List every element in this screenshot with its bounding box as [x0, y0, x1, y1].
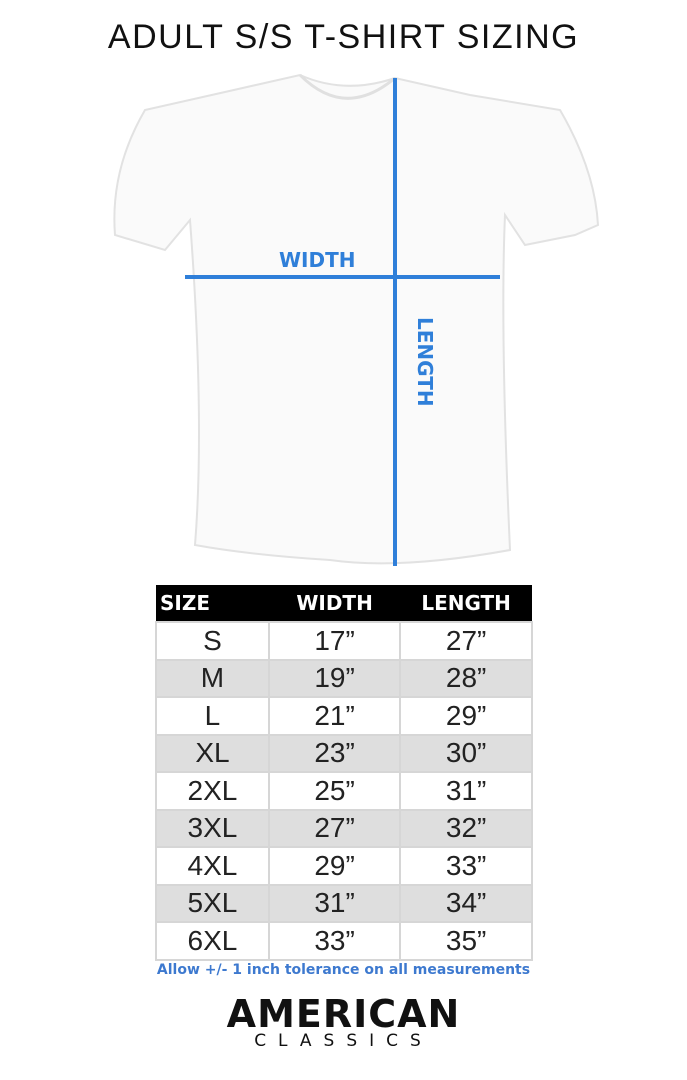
cell-length: 34” — [399, 883, 533, 923]
cell-width: 31” — [267, 883, 402, 923]
cell-length: 31” — [399, 771, 533, 811]
size-table: SIZE WIDTH LENGTH S 17” 27” M 19” 28” L 21” 29” X… — [155, 585, 533, 961]
cell-length: 33” — [399, 846, 533, 886]
cell-width: 19” — [267, 658, 402, 698]
cell-length: 32” — [399, 808, 533, 848]
logo-subtext: CLASSICS — [254, 1031, 433, 1051]
cell-size: 3XL — [155, 808, 270, 848]
table-row: XL 23” 30” — [155, 733, 533, 773]
cell-width: 17” — [267, 621, 402, 661]
header-length: LENGTH — [400, 585, 532, 622]
cell-size: 2XL — [155, 771, 270, 811]
cell-length: 30” — [399, 733, 533, 773]
table-row: S 17” 27” — [155, 621, 533, 661]
table-row: 3XL 27” 32” — [155, 808, 533, 848]
table-row: 6XL 33” 35” — [155, 921, 533, 961]
tolerance-note: Allow +/- 1 inch tolerance on all measur… — [156, 962, 531, 978]
cell-size: 4XL — [155, 846, 270, 886]
table-row: 4XL 29” 33” — [155, 846, 533, 886]
cell-length: 28” — [399, 658, 533, 698]
table-row: L 21” 29” — [155, 696, 533, 736]
cell-width: 27” — [267, 808, 402, 848]
cell-length: 29” — [399, 696, 533, 736]
header-width: WIDTH — [268, 585, 401, 622]
cell-size: 5XL — [155, 883, 270, 923]
cell-size: XL — [155, 733, 270, 773]
cell-size: L — [155, 696, 270, 736]
logo-text: AMERICAN — [226, 992, 461, 1036]
cell-size: M — [155, 658, 270, 698]
table-row: 2XL 25” 31” — [155, 771, 533, 811]
cell-length: 27” — [399, 621, 533, 661]
cell-width: 33” — [267, 921, 402, 961]
header-size: SIZE — [156, 585, 269, 622]
cell-length: 35” — [399, 921, 533, 961]
length-label: LENGTH — [413, 317, 437, 407]
width-label: WIDTH — [279, 248, 356, 272]
cell-width: 25” — [267, 771, 402, 811]
tshirt-diagram — [113, 73, 600, 566]
cell-size: 6XL — [155, 921, 270, 961]
cell-size: S — [155, 621, 270, 661]
cell-width: 23” — [267, 733, 402, 773]
cell-width: 29” — [267, 846, 402, 886]
page-title: ADULT S/S T-SHIRT SIZING — [107, 18, 580, 56]
cell-width: 21” — [267, 696, 402, 736]
table-row: 5XL 31” 34” — [155, 883, 533, 923]
table-row: M 19” 28” — [155, 658, 533, 698]
tshirt-shape — [113, 73, 600, 565]
